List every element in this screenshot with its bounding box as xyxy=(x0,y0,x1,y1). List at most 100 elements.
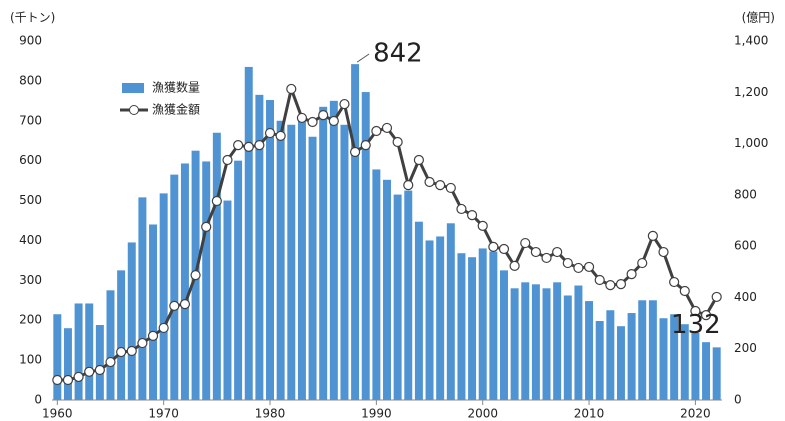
y-tick-label: 900 xyxy=(19,34,42,48)
bar xyxy=(499,270,508,400)
legend-swatch xyxy=(129,105,139,115)
x-tick-label: 1990 xyxy=(361,407,392,421)
bar xyxy=(223,200,232,400)
marker xyxy=(169,300,180,311)
marker xyxy=(286,83,297,95)
data-label: 842 xyxy=(373,39,423,69)
marker xyxy=(318,110,329,121)
marker xyxy=(509,260,520,271)
marker xyxy=(711,291,722,303)
bar xyxy=(521,282,530,400)
marker xyxy=(562,257,573,269)
marker xyxy=(637,257,648,269)
bar xyxy=(297,120,306,401)
marker xyxy=(211,195,222,207)
bar xyxy=(425,240,434,400)
bar xyxy=(670,314,679,400)
bar xyxy=(170,174,179,400)
marker xyxy=(179,298,191,310)
marker xyxy=(126,345,137,357)
bar xyxy=(85,303,94,400)
annotation-leader xyxy=(356,53,370,63)
bar xyxy=(414,221,423,400)
y-tick-label: 300 xyxy=(19,273,42,287)
bar xyxy=(106,290,115,400)
marker xyxy=(498,243,510,255)
bar xyxy=(95,325,104,400)
marker xyxy=(541,252,552,264)
bar xyxy=(361,92,370,401)
marker xyxy=(243,141,254,153)
bar xyxy=(648,300,657,400)
bar xyxy=(372,169,381,400)
bar xyxy=(638,300,647,400)
y2-tick-label: 1,200 xyxy=(734,85,768,99)
bar xyxy=(446,223,455,400)
bar xyxy=(74,303,83,400)
marker xyxy=(488,241,499,253)
bar xyxy=(266,100,275,400)
marker xyxy=(158,322,169,334)
y2-tick-label: 0 xyxy=(734,393,742,407)
y-tick-label: 400 xyxy=(19,233,42,247)
bar xyxy=(595,321,604,400)
marker xyxy=(73,371,84,383)
marker xyxy=(552,246,563,258)
bar xyxy=(117,270,126,400)
bar xyxy=(478,248,487,400)
bar xyxy=(489,251,498,400)
x-tick-label: 2000 xyxy=(467,407,498,421)
marker xyxy=(349,146,361,158)
y-tick-label: 500 xyxy=(19,193,42,207)
marker xyxy=(392,136,403,148)
bar xyxy=(404,190,413,400)
marker xyxy=(94,364,105,376)
marker xyxy=(371,125,382,137)
data-label: 132 xyxy=(671,310,721,340)
x-tick-label: 1980 xyxy=(255,407,286,421)
x-tick-label: 1960 xyxy=(42,407,73,421)
y-tick-label: 0 xyxy=(34,393,42,407)
marker xyxy=(222,154,233,166)
bar xyxy=(276,120,285,401)
bar xyxy=(63,328,72,400)
y-tick-label: 700 xyxy=(19,113,42,127)
marker xyxy=(583,261,595,273)
marker xyxy=(137,337,148,349)
marker xyxy=(615,278,627,290)
bar xyxy=(287,124,296,401)
bar xyxy=(468,257,477,400)
marker xyxy=(594,274,605,286)
marker xyxy=(679,285,690,297)
bar xyxy=(202,161,211,400)
y2-tick-label: 1,400 xyxy=(734,34,768,48)
bar xyxy=(138,197,147,400)
marker xyxy=(275,130,286,141)
bar xyxy=(255,94,264,400)
bar xyxy=(351,64,360,400)
marker xyxy=(445,182,456,194)
bar xyxy=(510,288,519,400)
marker xyxy=(339,98,350,110)
x-tick-label: 1970 xyxy=(148,407,179,421)
bar xyxy=(53,314,62,400)
bar xyxy=(606,310,615,400)
marker xyxy=(360,140,371,151)
bar xyxy=(531,284,540,400)
bar xyxy=(244,66,253,400)
legend-label: 漁獲数量 xyxy=(152,80,200,95)
marker xyxy=(116,346,127,358)
y2-tick-label: 600 xyxy=(734,239,757,253)
y2-tick-label: 1,000 xyxy=(734,136,768,150)
marker xyxy=(201,221,212,233)
marker xyxy=(530,246,541,258)
marker xyxy=(466,210,478,221)
marker xyxy=(62,374,74,386)
marker xyxy=(520,237,531,249)
bar xyxy=(180,163,189,400)
marker xyxy=(233,140,244,151)
bar xyxy=(149,224,158,400)
marker xyxy=(647,230,658,241)
marker xyxy=(626,268,637,280)
